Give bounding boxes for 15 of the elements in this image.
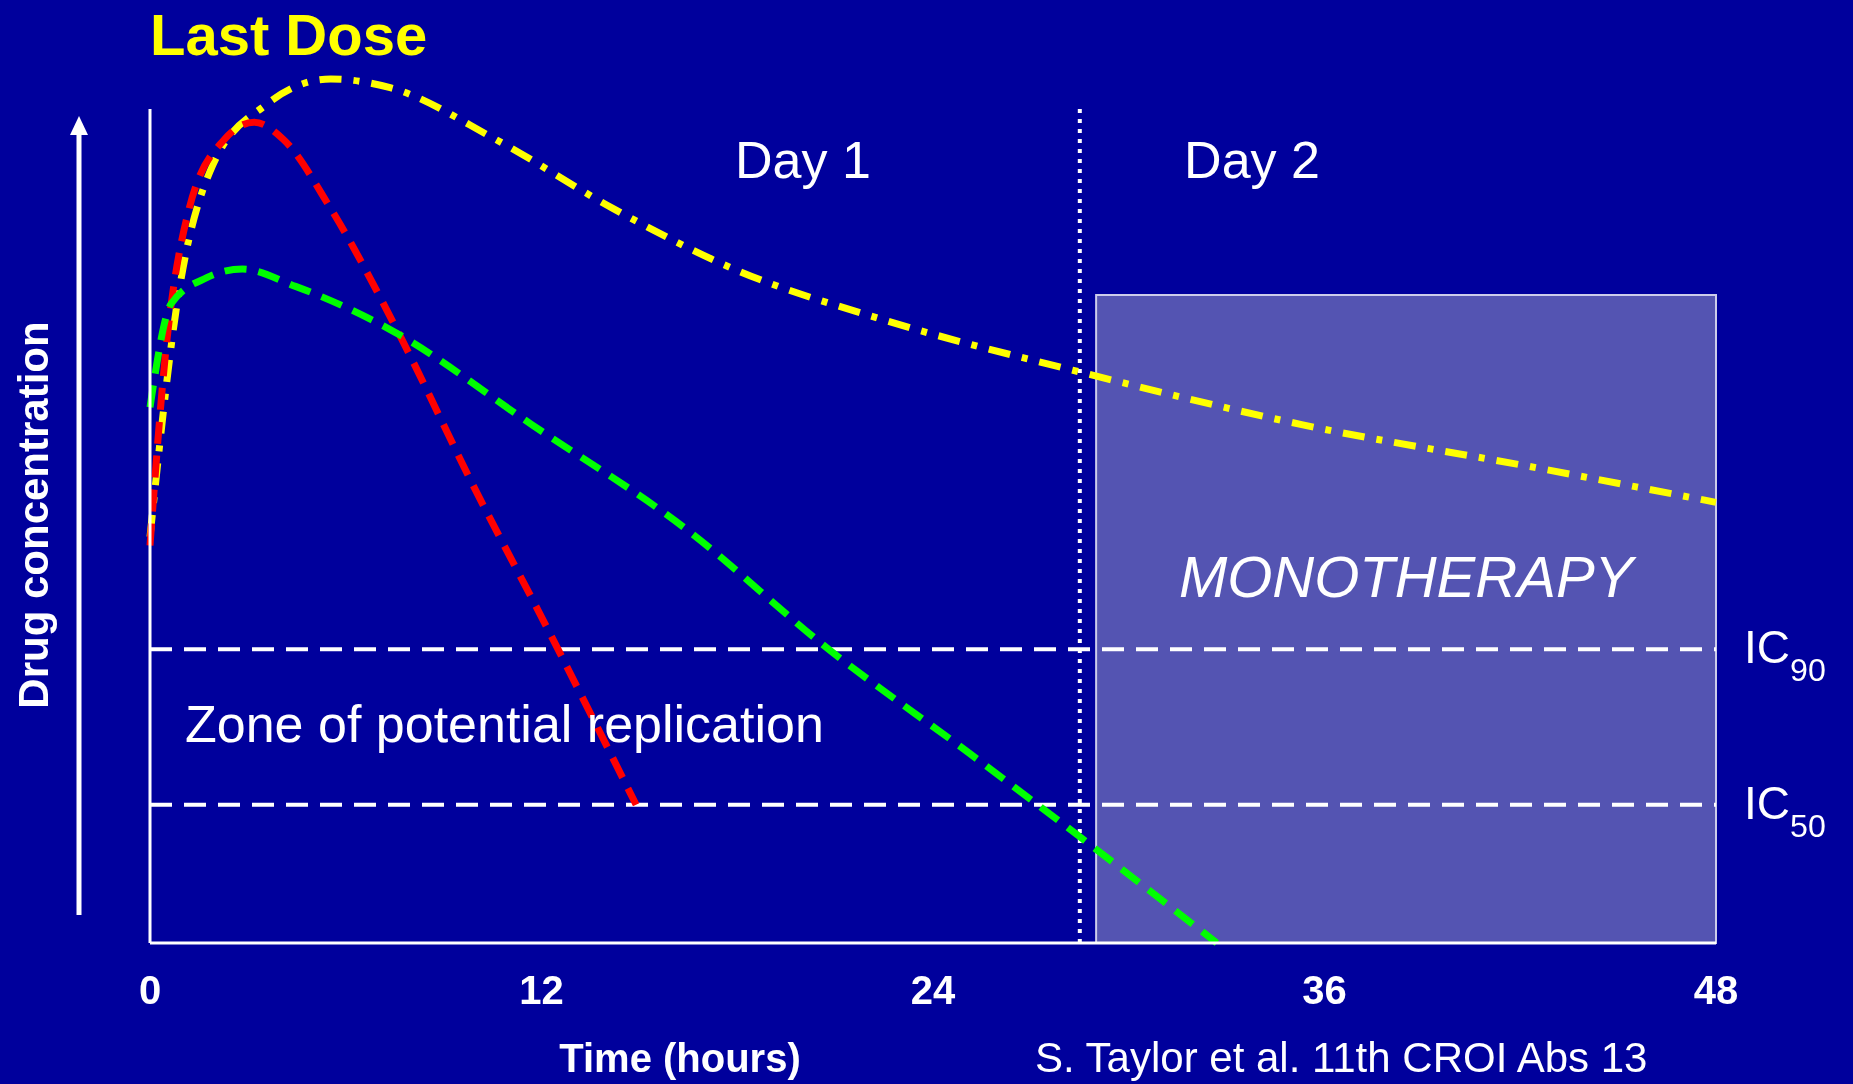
x-tick-label: 36 (1302, 968, 1347, 1012)
x-axis-title: Time (hours) (559, 1036, 801, 1080)
band-label: MONOTHERAPY (1178, 544, 1638, 610)
annotation: Zone of potential replication (185, 695, 824, 753)
ref-line-label: IC$_{50}$ (1744, 776, 1826, 844)
x-tick-label: 0 (138, 968, 162, 1012)
text: S. Taylor et al. 11th CROI Abs 13 (1035, 1034, 1648, 1081)
x-tick-label: 24 (910, 968, 956, 1012)
chart-title: Last Dose (150, 2, 428, 67)
y-axis-title: Drug concentration (10, 321, 57, 709)
x-tick-label: 12 (519, 968, 564, 1012)
annotation: Day 2 (1184, 131, 1320, 189)
ref-line-label: IC$_{90}$ (1744, 621, 1826, 689)
annotation: Day 1 (735, 131, 871, 189)
x-tick-label: 48 (1693, 968, 1739, 1012)
